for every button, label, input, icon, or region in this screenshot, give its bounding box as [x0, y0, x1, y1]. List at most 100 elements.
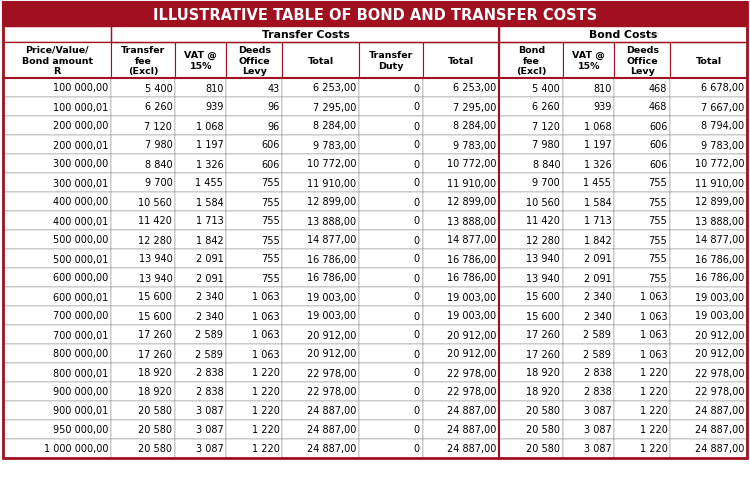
- Text: 2 091: 2 091: [196, 273, 223, 283]
- Bar: [670, 344, 747, 363]
- Text: 0: 0: [414, 406, 420, 416]
- Bar: [614, 79, 670, 98]
- Bar: [500, 307, 563, 325]
- Text: 1 326: 1 326: [196, 159, 223, 169]
- Text: 15 600: 15 600: [526, 292, 560, 302]
- Bar: [226, 325, 283, 344]
- Text: 900 000,00: 900 000,00: [53, 387, 109, 397]
- Text: 96: 96: [267, 102, 280, 112]
- Bar: [614, 192, 670, 211]
- Text: Price/Value/
Bond amount
R: Price/Value/ Bond amount R: [22, 46, 93, 76]
- Text: Transfer
Duty: Transfer Duty: [369, 51, 413, 71]
- Text: Transfer Costs: Transfer Costs: [262, 30, 350, 40]
- Text: 20 580: 20 580: [138, 425, 172, 435]
- Text: 950 000,00: 950 000,00: [53, 425, 109, 435]
- Text: 24 887,00: 24 887,00: [694, 406, 744, 416]
- Bar: [670, 43, 747, 79]
- Text: 7 980: 7 980: [145, 140, 172, 150]
- Text: 24 887,00: 24 887,00: [694, 425, 744, 435]
- Text: 0: 0: [414, 121, 420, 131]
- Text: 2 589: 2 589: [584, 349, 611, 359]
- Text: 1 713: 1 713: [584, 216, 611, 226]
- Bar: [359, 211, 423, 230]
- Bar: [500, 98, 563, 117]
- Text: VAT @
15%: VAT @ 15%: [572, 51, 605, 71]
- Bar: [283, 136, 359, 155]
- Bar: [359, 439, 423, 458]
- Bar: [563, 155, 614, 174]
- Text: 0: 0: [414, 254, 420, 264]
- Bar: [3, 155, 112, 174]
- Bar: [226, 174, 283, 192]
- Bar: [563, 98, 614, 117]
- Bar: [614, 401, 670, 420]
- Text: 11 910,00: 11 910,00: [447, 178, 497, 188]
- Bar: [500, 211, 563, 230]
- Bar: [359, 344, 423, 363]
- Bar: [226, 363, 283, 382]
- Bar: [176, 155, 226, 174]
- Text: 7 295,00: 7 295,00: [453, 102, 497, 112]
- Bar: [500, 363, 563, 382]
- Bar: [283, 344, 359, 363]
- Bar: [226, 382, 283, 401]
- Text: 1 842: 1 842: [196, 235, 223, 245]
- Bar: [563, 249, 614, 269]
- Text: 7 295,00: 7 295,00: [313, 102, 356, 112]
- Text: 500 000,01: 500 000,01: [53, 254, 109, 264]
- Text: 16 786,00: 16 786,00: [447, 273, 497, 283]
- Text: 15 600: 15 600: [139, 311, 172, 321]
- Bar: [112, 420, 176, 439]
- Text: 9 783,00: 9 783,00: [313, 140, 356, 150]
- Text: 755: 755: [261, 235, 280, 245]
- Bar: [226, 79, 283, 98]
- Text: 13 940: 13 940: [139, 254, 172, 264]
- Text: Bond Costs: Bond Costs: [589, 30, 658, 40]
- Text: 5 400: 5 400: [532, 83, 560, 93]
- Bar: [670, 98, 747, 117]
- Bar: [3, 211, 112, 230]
- Text: 10 560: 10 560: [139, 197, 172, 207]
- Bar: [283, 98, 359, 117]
- Text: 13 940: 13 940: [139, 273, 172, 283]
- Bar: [423, 136, 500, 155]
- Text: Deeds
Office
Levy: Deeds Office Levy: [626, 46, 658, 76]
- Bar: [670, 307, 747, 325]
- Bar: [176, 325, 226, 344]
- Bar: [423, 401, 500, 420]
- Bar: [176, 230, 226, 249]
- Text: 939: 939: [205, 102, 224, 112]
- Bar: [423, 363, 500, 382]
- Bar: [359, 43, 423, 79]
- Text: 0: 0: [414, 216, 420, 226]
- Bar: [112, 117, 176, 136]
- Text: 1 063: 1 063: [640, 292, 668, 302]
- Text: 22 978,00: 22 978,00: [694, 368, 744, 378]
- Bar: [226, 98, 283, 117]
- Text: 17 260: 17 260: [526, 330, 560, 340]
- Bar: [176, 382, 226, 401]
- Bar: [500, 79, 563, 98]
- Text: 600 000,00: 600 000,00: [53, 273, 109, 283]
- Bar: [112, 27, 500, 43]
- Text: 20 912,00: 20 912,00: [447, 330, 497, 340]
- Bar: [3, 325, 112, 344]
- Bar: [283, 363, 359, 382]
- Text: Total: Total: [308, 57, 334, 65]
- Text: 755: 755: [261, 216, 280, 226]
- Bar: [3, 269, 112, 288]
- Text: 3 087: 3 087: [196, 406, 223, 416]
- Bar: [423, 249, 500, 269]
- Text: 0: 0: [414, 349, 420, 359]
- Bar: [112, 136, 176, 155]
- Text: 1 584: 1 584: [584, 197, 611, 207]
- Text: 6 260: 6 260: [532, 102, 560, 112]
- Bar: [3, 382, 112, 401]
- Text: 1 220: 1 220: [251, 425, 280, 435]
- Bar: [359, 307, 423, 325]
- Text: 1 068: 1 068: [196, 121, 223, 131]
- Bar: [423, 420, 500, 439]
- Text: 15 600: 15 600: [526, 311, 560, 321]
- Bar: [563, 230, 614, 249]
- Text: 6 260: 6 260: [145, 102, 172, 112]
